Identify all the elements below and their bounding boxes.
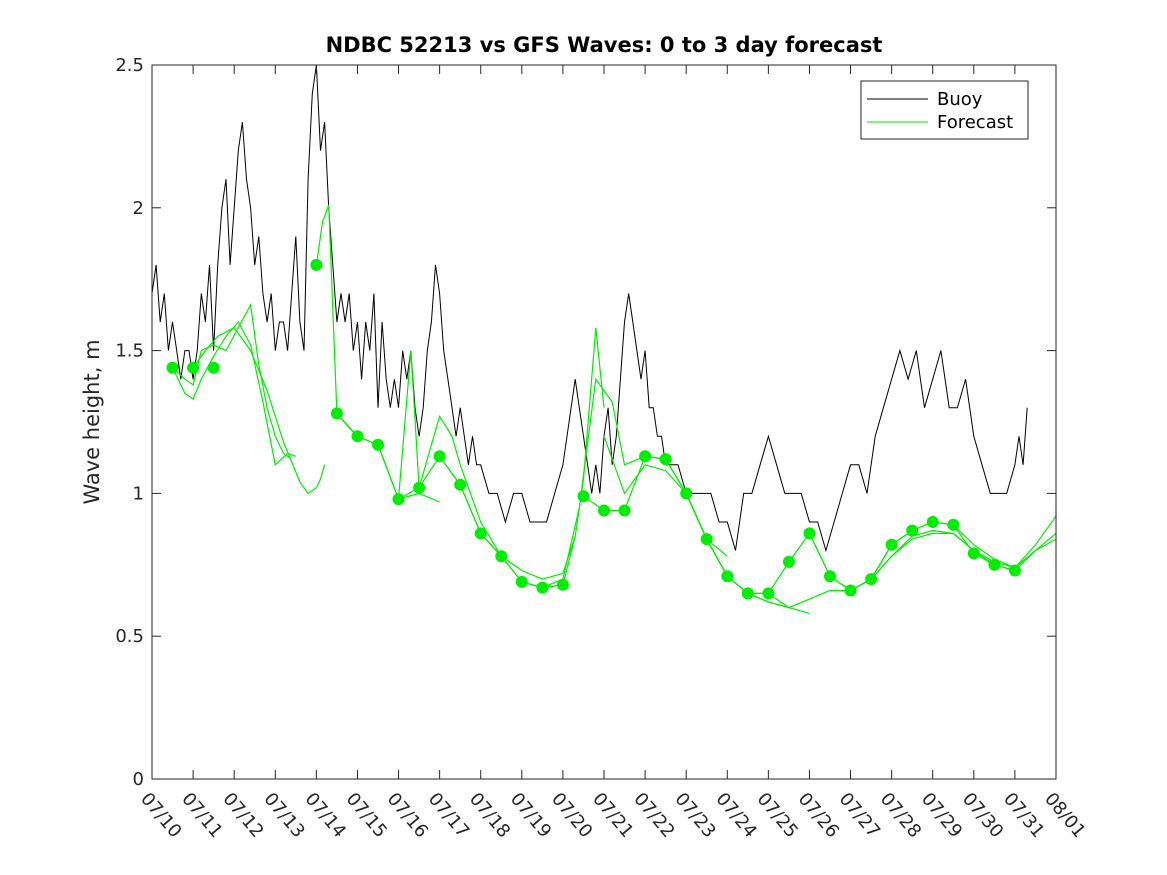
- forecast-point: [947, 518, 960, 531]
- plot-area: [152, 65, 1056, 779]
- legend-box: [860, 80, 1029, 140]
- forecast-series-line: [870, 515, 1057, 580]
- legend-label-forecast: Forecast: [937, 112, 1013, 133]
- forecast-point: [310, 258, 323, 271]
- y-tick-label: 0.5: [115, 626, 144, 647]
- y-tick-label: 2: [133, 198, 144, 219]
- forecast-point: [187, 361, 200, 374]
- forecast-point: [988, 558, 1001, 571]
- forecast-point: [392, 493, 405, 506]
- forecast-point: [680, 487, 693, 500]
- forecast-point: [495, 550, 508, 563]
- forecast-point: [474, 527, 487, 540]
- forecast-point: [885, 538, 898, 551]
- forecast-series-line: [398, 414, 576, 580]
- forecast-point: [639, 450, 652, 463]
- forecast-point: [824, 570, 836, 583]
- forecast-point: [515, 575, 528, 588]
- forecast-series-line: [172, 302, 293, 460]
- forecast-point: [207, 361, 220, 374]
- forecast-point: [865, 573, 878, 586]
- forecast-point: [741, 587, 754, 600]
- legend-label-buoy: Buoy: [937, 89, 983, 110]
- forecast-series-line: [192, 327, 326, 495]
- forecast-point: [413, 481, 426, 494]
- forecast-point: [659, 453, 672, 466]
- forecast-point: [618, 504, 631, 517]
- y-tick-label: 1.5: [115, 341, 144, 362]
- forecast-point: [803, 527, 816, 540]
- y-tick-label: 0: [133, 769, 144, 790]
- forecast-point: [906, 524, 919, 537]
- forecast-point: [330, 407, 343, 420]
- forecast-point: [762, 587, 775, 600]
- forecast-series-line: [891, 521, 1057, 569]
- y-tick-label: 1: [133, 483, 144, 504]
- y-axis-label: Wave height, m: [80, 339, 104, 504]
- forecast-point: [454, 478, 467, 491]
- forecast-point: [1008, 564, 1021, 577]
- forecast-point: [577, 490, 590, 503]
- forecast-point: [844, 584, 857, 597]
- legend: Buoy Forecast: [860, 80, 1029, 140]
- forecast-point: [967, 547, 980, 560]
- y-tick-label: 2.5: [115, 55, 144, 76]
- forecast-point: [700, 533, 713, 546]
- forecast-point: [433, 450, 446, 463]
- series-layer: [151, 64, 1057, 614]
- forecast-point: [556, 578, 569, 591]
- chart-title: NDBC 52213 vs GFS Waves: 0 to 3 day fore…: [326, 33, 883, 57]
- forecast-point: [926, 516, 939, 528]
- forecast-point: [721, 570, 734, 583]
- buoy-series-line: [151, 64, 1028, 553]
- forecast-point: [351, 430, 364, 443]
- forecast-point: [598, 504, 610, 517]
- forecast-point: [782, 555, 795, 568]
- forecast-point: [536, 581, 549, 594]
- forecast-point: [166, 361, 179, 374]
- forecast-point: [372, 438, 384, 451]
